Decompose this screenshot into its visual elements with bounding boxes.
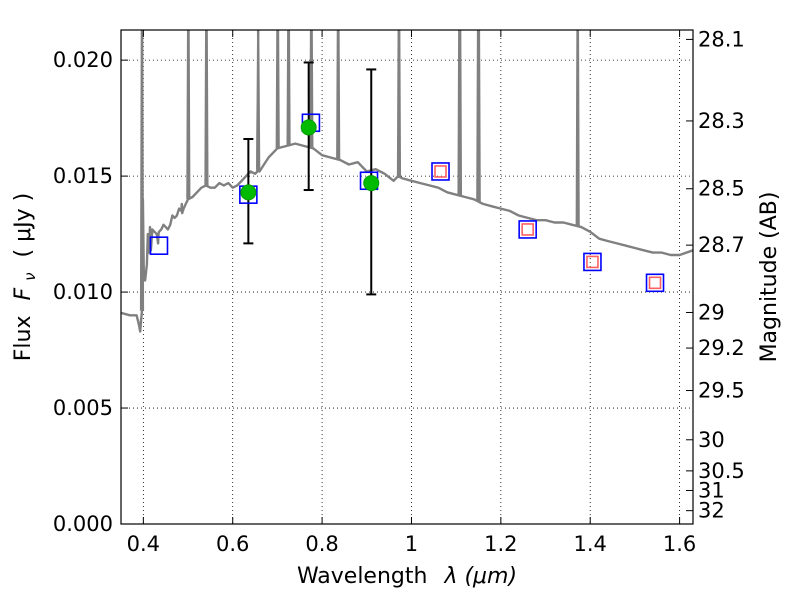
y-tick-label: 0.015 — [53, 164, 113, 188]
emission-line — [286, 30, 291, 146]
observed-flux-square — [648, 276, 662, 290]
x-tick-label: 0.8 — [305, 532, 338, 556]
right-tick-label: 29 — [698, 300, 725, 324]
emission-line — [275, 30, 280, 149]
model-flux-square — [583, 252, 602, 272]
x-axis-label-symbol: λ (μm) — [443, 564, 517, 589]
right-tick-label: 28.1 — [698, 27, 745, 51]
right-tick-label: 28.7 — [698, 233, 745, 257]
y-tick-label: 0.010 — [53, 280, 113, 304]
plot-frame — [120, 29, 694, 525]
model-flux-square — [149, 236, 169, 255]
y-axis-label-symbol: F — [11, 287, 36, 300]
measured-flux-point — [363, 175, 380, 192]
y-axis-label-subscript: ν — [21, 272, 39, 280]
emission-line — [256, 30, 261, 170]
x-tick-label: 1 — [405, 532, 418, 556]
emission-line — [139, 30, 145, 311]
x-tick-label: 1.4 — [574, 532, 607, 556]
y-axis-label-unit: ( μJy ) — [11, 193, 36, 258]
emission-line — [186, 30, 191, 200]
right-tick-label: 28.5 — [698, 177, 745, 201]
right-axis-label: Magnitude (AB) — [757, 192, 782, 363]
model-flux-square — [431, 162, 450, 181]
right-tick-label: 29.2 — [698, 336, 745, 360]
model-flux-square — [645, 273, 665, 293]
template-spectrum — [121, 30, 693, 333]
observed-flux-square — [521, 223, 534, 236]
y-tick-label: 0.005 — [53, 396, 113, 420]
right-tick-label: 31 — [698, 478, 725, 502]
emission-line — [396, 30, 402, 177]
y-axis-label-text: Flux — [11, 315, 36, 361]
right-tick-label: 28.3 — [698, 109, 745, 133]
right-tick-label: 30 — [698, 428, 725, 452]
plot-background — [121, 30, 693, 524]
x-tick-label: 0.4 — [127, 532, 160, 556]
model-flux-square — [518, 220, 537, 239]
emission-line — [457, 30, 463, 196]
x-tick-label: 1.2 — [484, 532, 517, 556]
x-axis-label-text: Wavelength — [297, 564, 428, 589]
photometry-markers — [149, 113, 665, 293]
y-axis-label: Flux F ν ( μJy ) — [11, 193, 41, 361]
emission-line — [336, 30, 341, 160]
x-tick-label: 1.6 — [663, 532, 696, 556]
emission-line — [204, 30, 209, 186]
y-tick-label: 0.020 — [53, 48, 113, 72]
measured-flux-point — [240, 184, 257, 201]
x-axis-label: Wavelength λ (μm) — [297, 564, 517, 589]
x-axis-ticks: 0.4 0.6 0.8 1 1.2 1.4 1.6 — [127, 30, 696, 556]
right-tick-label: 32 — [698, 499, 725, 523]
observed-flux-square — [586, 255, 599, 269]
y-axis-ticks: 0.000 0.005 0.010 0.015 0.020 — [53, 48, 128, 536]
emission-line — [575, 30, 580, 227]
emission-line — [476, 30, 481, 202]
right-tick-label: 30.5 — [698, 459, 745, 483]
y-tick-label: 0.000 — [53, 512, 113, 536]
observed-flux-square — [434, 165, 447, 178]
x-tick-label: 0.6 — [216, 532, 249, 556]
emission-line — [309, 30, 314, 148]
measured-flux-point — [300, 119, 317, 136]
right-tick-label: 29.5 — [698, 379, 745, 403]
